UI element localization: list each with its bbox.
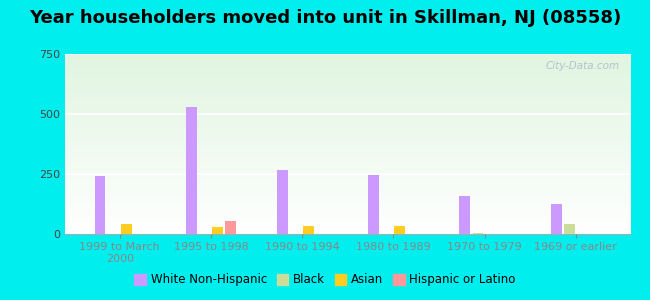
Text: City-Data.com: City-Data.com <box>545 61 619 71</box>
Text: Year householders moved into unit in Skillman, NJ (08558): Year householders moved into unit in Ski… <box>29 9 621 27</box>
Bar <box>564 224 575 234</box>
Bar <box>368 175 379 234</box>
Bar <box>304 226 314 234</box>
Bar <box>277 170 288 234</box>
Bar <box>460 196 471 234</box>
Bar <box>395 226 406 234</box>
Bar <box>186 107 197 234</box>
Bar <box>551 204 562 234</box>
Bar <box>94 176 105 234</box>
Bar <box>212 227 223 234</box>
Bar <box>225 221 236 234</box>
Bar <box>121 224 132 234</box>
Legend: White Non-Hispanic, Black, Asian, Hispanic or Latino: White Non-Hispanic, Black, Asian, Hispan… <box>129 269 521 291</box>
Bar <box>473 233 484 234</box>
